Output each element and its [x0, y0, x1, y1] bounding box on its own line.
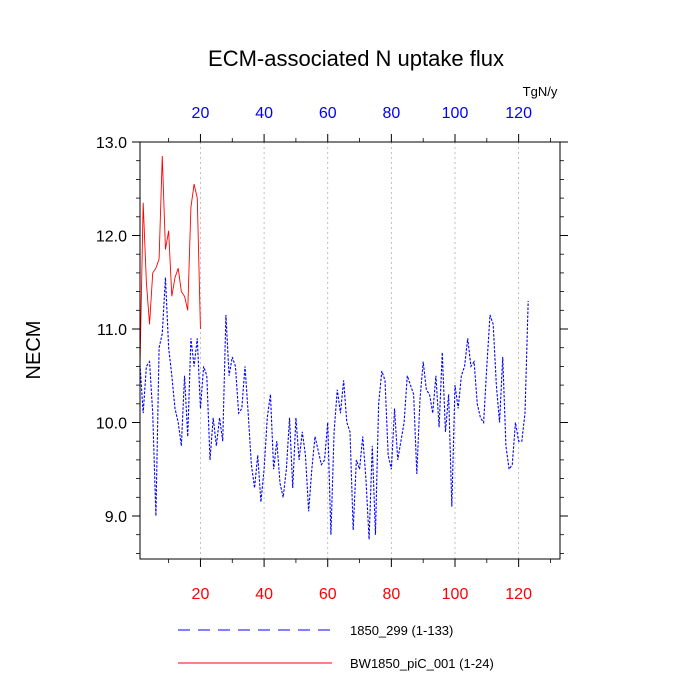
series-layer [139, 156, 529, 540]
top-axis-units: TgN/y [523, 84, 558, 99]
x-tick-label-top: 60 [319, 105, 337, 122]
x-tick-label-top: 120 [505, 105, 532, 122]
x-tick-label-bottom: 20 [192, 586, 210, 603]
series-line-bw1850-pic-001 [139, 156, 201, 367]
legend: 1850_299 (1-133) BW1850_piC_001 (1-24) [178, 623, 494, 671]
x-tick-label-top: 80 [382, 105, 400, 122]
series-line-1850-299 [139, 277, 529, 540]
x-tick-label-top: 100 [442, 105, 469, 122]
x-tick-label-bottom: 60 [319, 586, 337, 603]
y-tick-label: 9.0 [105, 509, 127, 526]
x-tick-label-bottom: 80 [382, 586, 400, 603]
y-tick-label: 12.0 [96, 229, 127, 246]
x-tick-label-bottom: 120 [505, 586, 532, 603]
x-tick-label-bottom: 40 [255, 586, 273, 603]
axes-layer: 9.0 10.0 11.0 12.0 13.0 20 20 40 40 60 60 80 80 100 10… [96, 105, 568, 603]
chart-title: ECM-associated N uptake flux [208, 46, 504, 71]
plot-frame [139, 141, 561, 560]
y-axis-label: NECM [23, 321, 45, 380]
x-tick-label-top: 20 [192, 105, 210, 122]
y-tick-label: 13.0 [96, 135, 127, 152]
x-tick-label-bottom: 100 [442, 586, 469, 603]
legend-label: 1850_299 (1-133) [350, 623, 453, 638]
x-tick-label-top: 40 [255, 105, 273, 122]
grid-lines [200, 142, 520, 559]
legend-label: BW1850_piC_001 (1-24) [350, 656, 494, 671]
y-tick-label: 10.0 [96, 416, 127, 433]
y-tick-label: 11.0 [97, 322, 127, 339]
